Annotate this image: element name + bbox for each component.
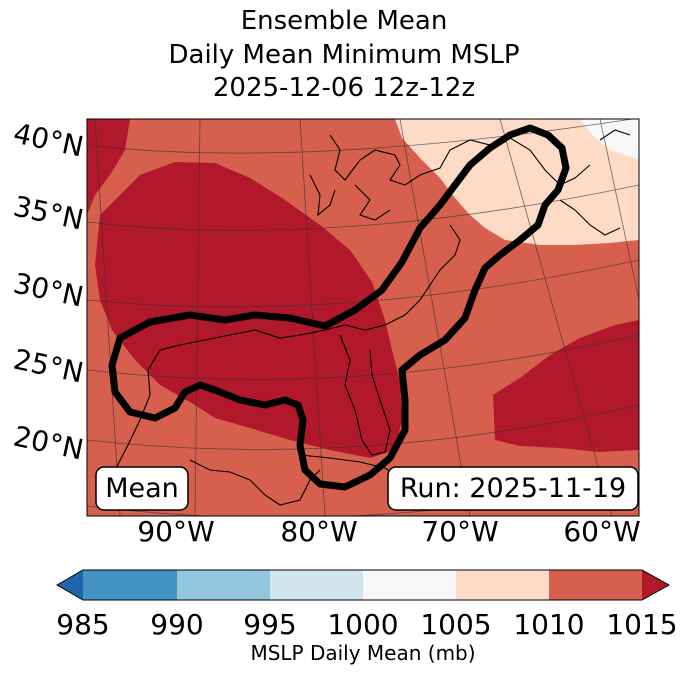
lat-label-30: 30°N — [11, 267, 87, 314]
colorbar-bin-990-995 — [177, 570, 270, 600]
colorbar-outline — [55, 569, 671, 601]
colorbar-bin-995-1000 — [270, 570, 363, 600]
lat-labels: 40°N 35°N 30°N 25°N 20°N — [11, 117, 87, 467]
lat-label-40: 40°N — [11, 117, 87, 164]
lon-label-70w: 70°W — [421, 515, 498, 548]
colorbar-tick-1010: 1010 — [513, 608, 584, 641]
graticule — [87, 119, 639, 516]
colorbar-tick-990: 990 — [150, 608, 203, 641]
map-area — [87, 119, 639, 516]
colorbar-tick-985: 985 — [56, 608, 109, 641]
field-1015-nw — [87, 119, 130, 215]
field-1015-se — [493, 320, 639, 452]
colorbar: 985 990 995 1000 1005 1010 1015 MSLP Dai… — [55, 569, 678, 665]
colorbar-tick-1000: 1000 — [327, 608, 398, 641]
lat-label-25: 25°N — [11, 343, 87, 390]
colorbar-tick-1015: 1015 — [606, 608, 677, 641]
title-line-1: Ensemble Mean — [240, 6, 448, 36]
run-label: Run: 2025-11-19 — [400, 473, 626, 504]
colorbar-bin-1000-1005 — [363, 570, 456, 600]
colorbar-label: MSLP Daily Mean (mb) — [250, 641, 475, 665]
field-1000-1005 — [580, 119, 639, 160]
colorbar-bin-985-990 — [83, 570, 177, 600]
colorbar-extend-high — [642, 570, 669, 600]
run-box: Run: 2025-11-19 — [387, 466, 639, 511]
map-frame — [86, 118, 640, 517]
title-line-3: 2025-12-06 12z-12z — [212, 73, 476, 103]
colorbar-tick-995: 995 — [243, 608, 296, 641]
colorbar-tick-1005: 1005 — [420, 608, 491, 641]
lon-label-90w: 90°W — [137, 515, 214, 548]
colorbar-bin-1005-1010 — [456, 570, 549, 600]
lon-labels: 90°W 80°W 70°W 60°W — [137, 515, 640, 548]
mean-box: Mean — [95, 466, 189, 511]
lon-label-60w: 60°W — [563, 515, 640, 548]
colorbar-bin-1010-1015 — [549, 570, 642, 600]
field-1015-central — [95, 162, 402, 458]
lat-label-35: 35°N — [11, 190, 87, 237]
lon-label-80w: 80°W — [280, 515, 357, 548]
title-line-2: Daily Mean Minimum MSLP — [168, 40, 520, 70]
colorbar-extend-low — [57, 570, 83, 600]
mean-label: Mean — [105, 473, 179, 504]
lat-label-20: 20°N — [11, 420, 87, 467]
mslp-contour — [108, 124, 570, 491]
